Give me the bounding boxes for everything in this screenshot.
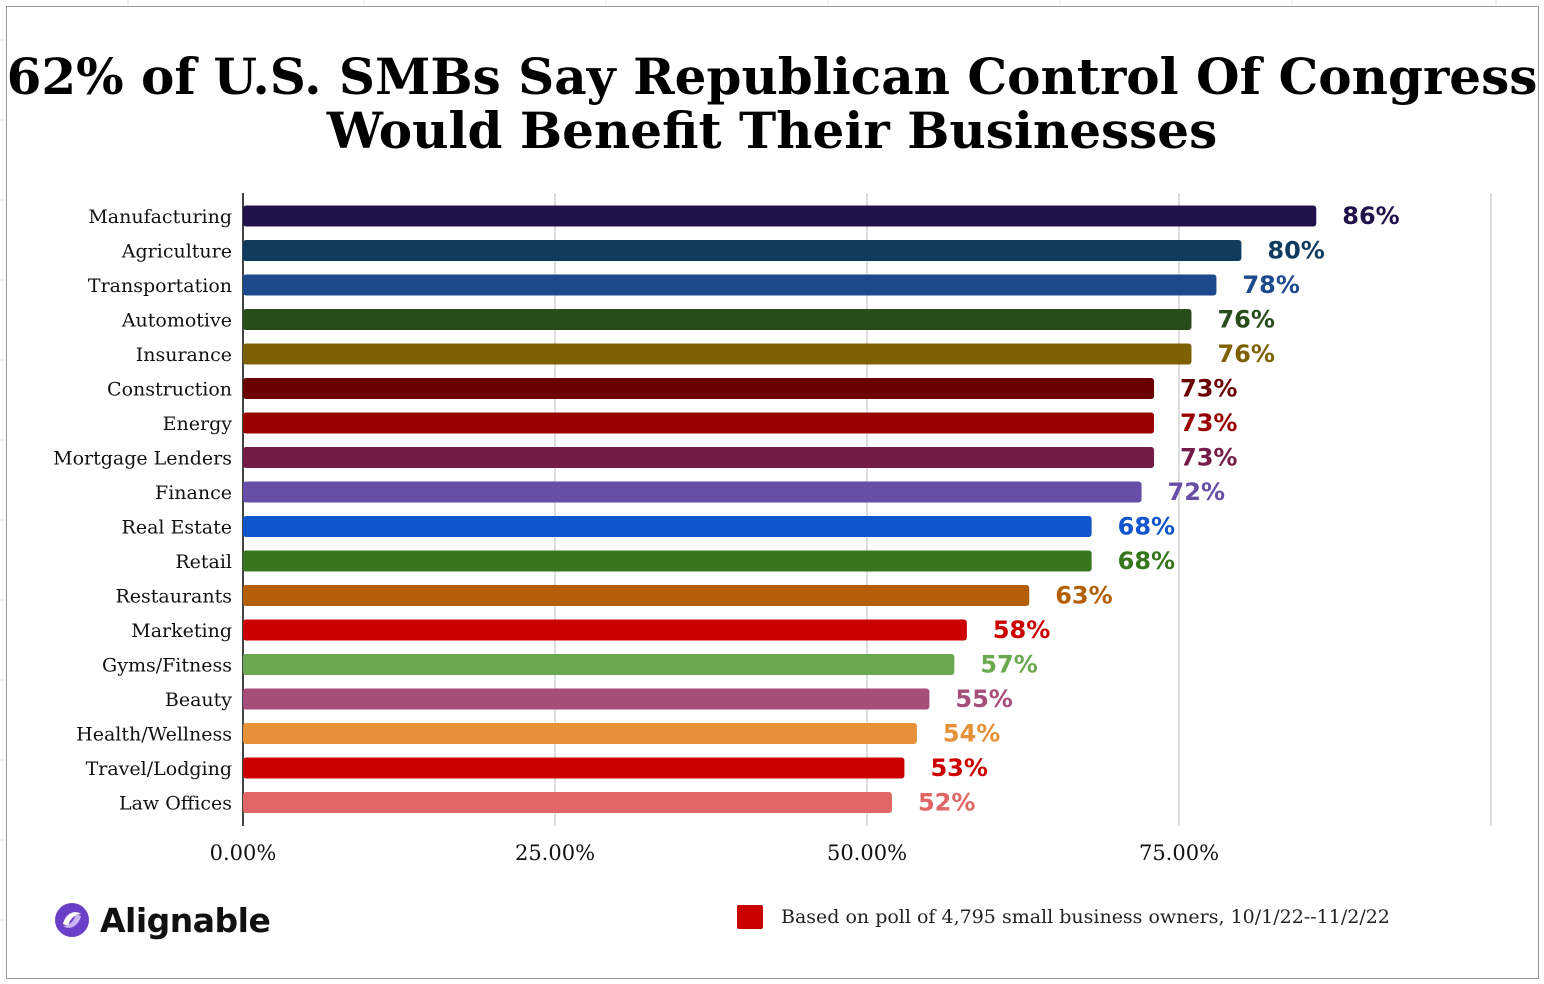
category-label: Real Estate (122, 517, 232, 539)
category-label: Insurance (136, 344, 232, 366)
value-label: 86% (1342, 202, 1399, 230)
value-label: 53% (930, 754, 987, 782)
legend-swatch (737, 905, 763, 929)
brand-name: Alignable (100, 900, 271, 940)
category-label: Transportation (88, 275, 232, 297)
value-label: 76% (1217, 340, 1274, 368)
legend-label: Based on poll of 4,795 small business ow… (781, 906, 1390, 928)
bar (243, 619, 967, 641)
bar (243, 378, 1155, 399)
value-label: 68% (1118, 547, 1175, 575)
category-label: Retail (175, 551, 232, 573)
value-label: 80% (1267, 237, 1324, 265)
bar (243, 274, 1217, 296)
bar (243, 654, 955, 675)
category-label: Travel/Lodging (86, 758, 232, 780)
value-label: 55% (955, 685, 1012, 713)
category-label: Mortgage Lenders (53, 448, 232, 470)
value-label: 52% (918, 789, 975, 817)
category-label: Automotive (121, 310, 232, 332)
x-tick-label: 75.00% (1139, 841, 1219, 865)
bar (243, 516, 1092, 537)
bar (243, 792, 892, 813)
category-label: Health/Wellness (76, 724, 232, 746)
x-tick-label: 50.00% (827, 841, 907, 865)
value-label: 68% (1118, 513, 1175, 541)
value-label: 72% (1168, 478, 1225, 506)
value-label: 73% (1180, 375, 1237, 403)
category-label: Marketing (131, 620, 232, 642)
value-label: 73% (1180, 444, 1237, 472)
value-label: 73% (1180, 409, 1237, 437)
bar (243, 412, 1155, 434)
category-label: Gyms/Fitness (102, 655, 232, 677)
chart-gridlines (242, 193, 1492, 826)
x-axis-tick-labels: 0.00% 25.00% 50.00% 75.00% (210, 841, 1219, 865)
chart-bars (243, 205, 1317, 813)
bar (243, 550, 1092, 572)
chart-legend: Based on poll of 4,795 small business ow… (737, 904, 1390, 930)
bar (243, 447, 1155, 468)
value-label: 78% (1242, 271, 1299, 299)
category-label: Beauty (165, 689, 232, 711)
category-label: Manufacturing (88, 206, 232, 228)
bar (243, 688, 930, 710)
value-label: 57% (980, 651, 1037, 679)
category-label: Finance (155, 482, 232, 504)
x-tick-label: 25.00% (515, 841, 595, 865)
value-label: 58% (993, 616, 1050, 644)
chart-title-text: 62% of U.S. SMBs Say Republican Control … (6, 47, 1538, 160)
bar (243, 481, 1142, 503)
alignable-logo-icon (55, 903, 89, 937)
alignable-logo: Alignable (54, 898, 271, 942)
bar (243, 240, 1242, 261)
x-tick-label: 0.00% (210, 841, 277, 865)
bar (243, 723, 917, 744)
value-label: 76% (1217, 306, 1274, 334)
chart-title: 62% of U.S. SMBs Say Republican Control … (0, 50, 1544, 158)
value-label: 54% (943, 720, 1000, 748)
category-label: Agriculture (121, 241, 232, 263)
bar (243, 585, 1030, 606)
category-label: Law Offices (119, 793, 232, 815)
category-label: Energy (163, 413, 233, 435)
bar (243, 309, 1192, 330)
bar (243, 205, 1317, 227)
category-label: Restaurants (115, 586, 232, 608)
category-labels: Manufacturing Agriculture Transportation Au… (53, 206, 232, 815)
bar (243, 757, 905, 779)
bar (243, 343, 1192, 365)
category-label: Construction (107, 379, 232, 401)
value-labels: 86%80%78%76%76%73%73%73%72%68%68%63%58%5… (918, 202, 1400, 817)
value-label: 63% (1055, 582, 1112, 610)
